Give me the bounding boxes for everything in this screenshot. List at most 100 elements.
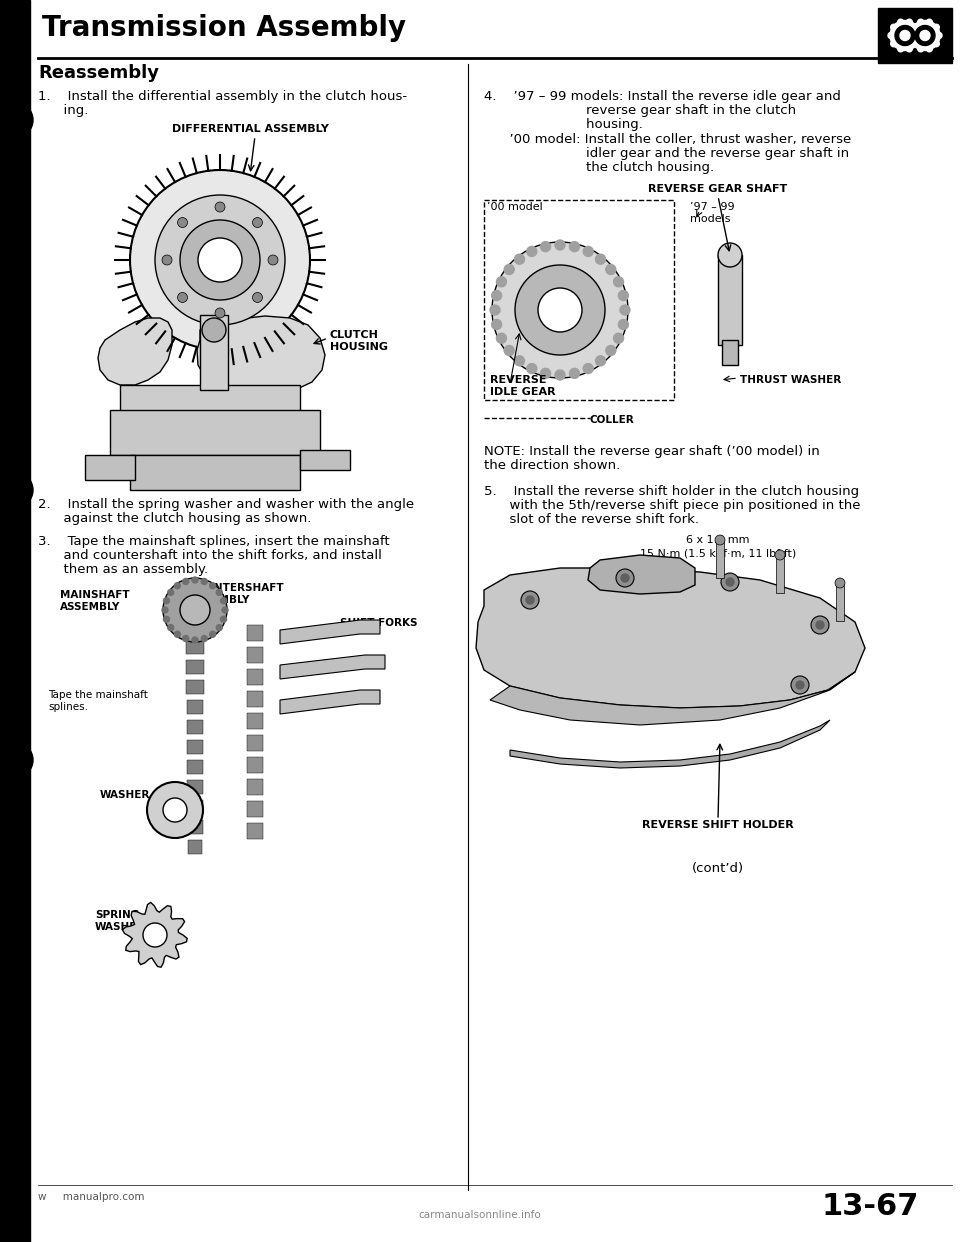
- Circle shape: [526, 596, 534, 604]
- Bar: [247, 669, 263, 686]
- Bar: [247, 735, 263, 751]
- Bar: [247, 801, 263, 817]
- Bar: [247, 691, 263, 707]
- Bar: [187, 820, 203, 833]
- Circle shape: [209, 631, 216, 637]
- Circle shape: [515, 265, 605, 355]
- Text: housing.: housing.: [484, 118, 643, 130]
- Circle shape: [584, 246, 593, 256]
- Bar: [120, 385, 300, 415]
- Bar: [722, 340, 738, 365]
- Text: SHIFT FORKS: SHIFT FORKS: [340, 619, 418, 628]
- Circle shape: [895, 26, 915, 46]
- Text: MAINSHAFT
ASSEMBLY: MAINSHAFT ASSEMBLY: [60, 590, 130, 611]
- Text: ing.: ing.: [38, 104, 88, 117]
- Text: COUNTERSHAFT
ASSEMBLY: COUNTERSHAFT ASSEMBLY: [190, 582, 284, 605]
- Circle shape: [933, 41, 939, 47]
- Text: NOTE: Install the reverse gear shaft (’00 model) in: NOTE: Install the reverse gear shaft (’0…: [484, 445, 820, 458]
- Polygon shape: [197, 315, 325, 394]
- Polygon shape: [510, 720, 830, 768]
- Circle shape: [898, 19, 903, 25]
- Text: 15 N·m (1.5 kgf·m, 11 lbf·ft): 15 N·m (1.5 kgf·m, 11 lbf·ft): [640, 549, 796, 559]
- Circle shape: [202, 579, 207, 585]
- Bar: [247, 779, 263, 795]
- Polygon shape: [280, 655, 385, 679]
- Circle shape: [918, 46, 924, 52]
- Bar: [776, 555, 784, 592]
- Bar: [187, 720, 204, 734]
- Text: carmanualsonnline.info: carmanualsonnline.info: [419, 1210, 541, 1220]
- Circle shape: [816, 621, 824, 628]
- Circle shape: [521, 591, 539, 609]
- Text: COLLER: COLLER: [590, 415, 635, 425]
- Circle shape: [198, 238, 242, 282]
- Circle shape: [221, 616, 227, 622]
- Text: 5.    Install the reverse shift holder in the clutch housing: 5. Install the reverse shift holder in t…: [484, 484, 859, 498]
- Bar: [200, 315, 228, 390]
- Circle shape: [555, 240, 565, 250]
- Circle shape: [490, 306, 500, 315]
- Circle shape: [538, 288, 582, 332]
- Circle shape: [162, 255, 172, 265]
- Text: reverse gear shaft in the clutch: reverse gear shaft in the clutch: [484, 104, 796, 117]
- Circle shape: [618, 319, 629, 329]
- Circle shape: [613, 333, 624, 343]
- Bar: [247, 758, 263, 773]
- Polygon shape: [123, 903, 187, 968]
- Text: slot of the reverse shift fork.: slot of the reverse shift fork.: [484, 513, 699, 527]
- Circle shape: [496, 277, 507, 287]
- Circle shape: [175, 582, 180, 589]
- Bar: [718, 255, 742, 345]
- Bar: [878, 7, 952, 63]
- Text: REVERSE SHIFT HOLDER: REVERSE SHIFT HOLDER: [642, 820, 794, 830]
- Circle shape: [492, 242, 628, 378]
- Circle shape: [180, 595, 210, 625]
- Text: 4.    ’97 – 99 models: Install the reverse idle gear and: 4. ’97 – 99 models: Install the reverse …: [484, 89, 841, 103]
- Circle shape: [726, 578, 734, 586]
- Bar: [186, 620, 204, 633]
- Circle shape: [168, 590, 174, 595]
- Circle shape: [492, 291, 502, 301]
- Circle shape: [913, 25, 920, 30]
- Circle shape: [252, 217, 262, 227]
- Circle shape: [775, 550, 785, 560]
- Circle shape: [496, 333, 507, 343]
- Circle shape: [182, 636, 189, 642]
- Circle shape: [0, 102, 33, 138]
- Bar: [186, 660, 204, 674]
- Text: ’00 model: Install the coller, thrust washer, reverse: ’00 model: Install the coller, thrust wa…: [484, 133, 852, 147]
- Circle shape: [936, 32, 942, 39]
- Bar: [247, 625, 263, 641]
- Circle shape: [908, 32, 914, 39]
- Circle shape: [911, 25, 917, 30]
- Circle shape: [515, 255, 524, 265]
- Circle shape: [202, 318, 226, 342]
- Text: (cont’d): (cont’d): [692, 862, 744, 876]
- Circle shape: [162, 607, 168, 614]
- Bar: [187, 800, 203, 814]
- Circle shape: [168, 625, 174, 631]
- Circle shape: [221, 597, 227, 604]
- Circle shape: [569, 242, 580, 252]
- Text: w     manualpro.com: w manualpro.com: [38, 1192, 145, 1202]
- Circle shape: [835, 578, 845, 587]
- Circle shape: [155, 195, 285, 325]
- Circle shape: [527, 246, 537, 256]
- Circle shape: [143, 923, 167, 946]
- Circle shape: [504, 265, 515, 274]
- Circle shape: [915, 26, 935, 46]
- Text: Reassembly: Reassembly: [38, 65, 159, 82]
- Circle shape: [891, 41, 897, 47]
- Circle shape: [595, 355, 606, 366]
- Bar: [187, 760, 203, 774]
- Circle shape: [215, 202, 225, 212]
- Circle shape: [910, 21, 940, 51]
- Circle shape: [130, 170, 310, 350]
- Circle shape: [268, 255, 278, 265]
- Bar: [247, 713, 263, 729]
- Circle shape: [182, 579, 189, 585]
- Bar: [186, 700, 204, 714]
- Text: SPRING
WASHER: SPRING WASHER: [95, 910, 145, 932]
- Text: with the 5th/reverse shift piece pin positioned in the: with the 5th/reverse shift piece pin pos…: [484, 499, 860, 512]
- Text: 2.    Install the spring washer and washer with the angle: 2. Install the spring washer and washer …: [38, 498, 414, 510]
